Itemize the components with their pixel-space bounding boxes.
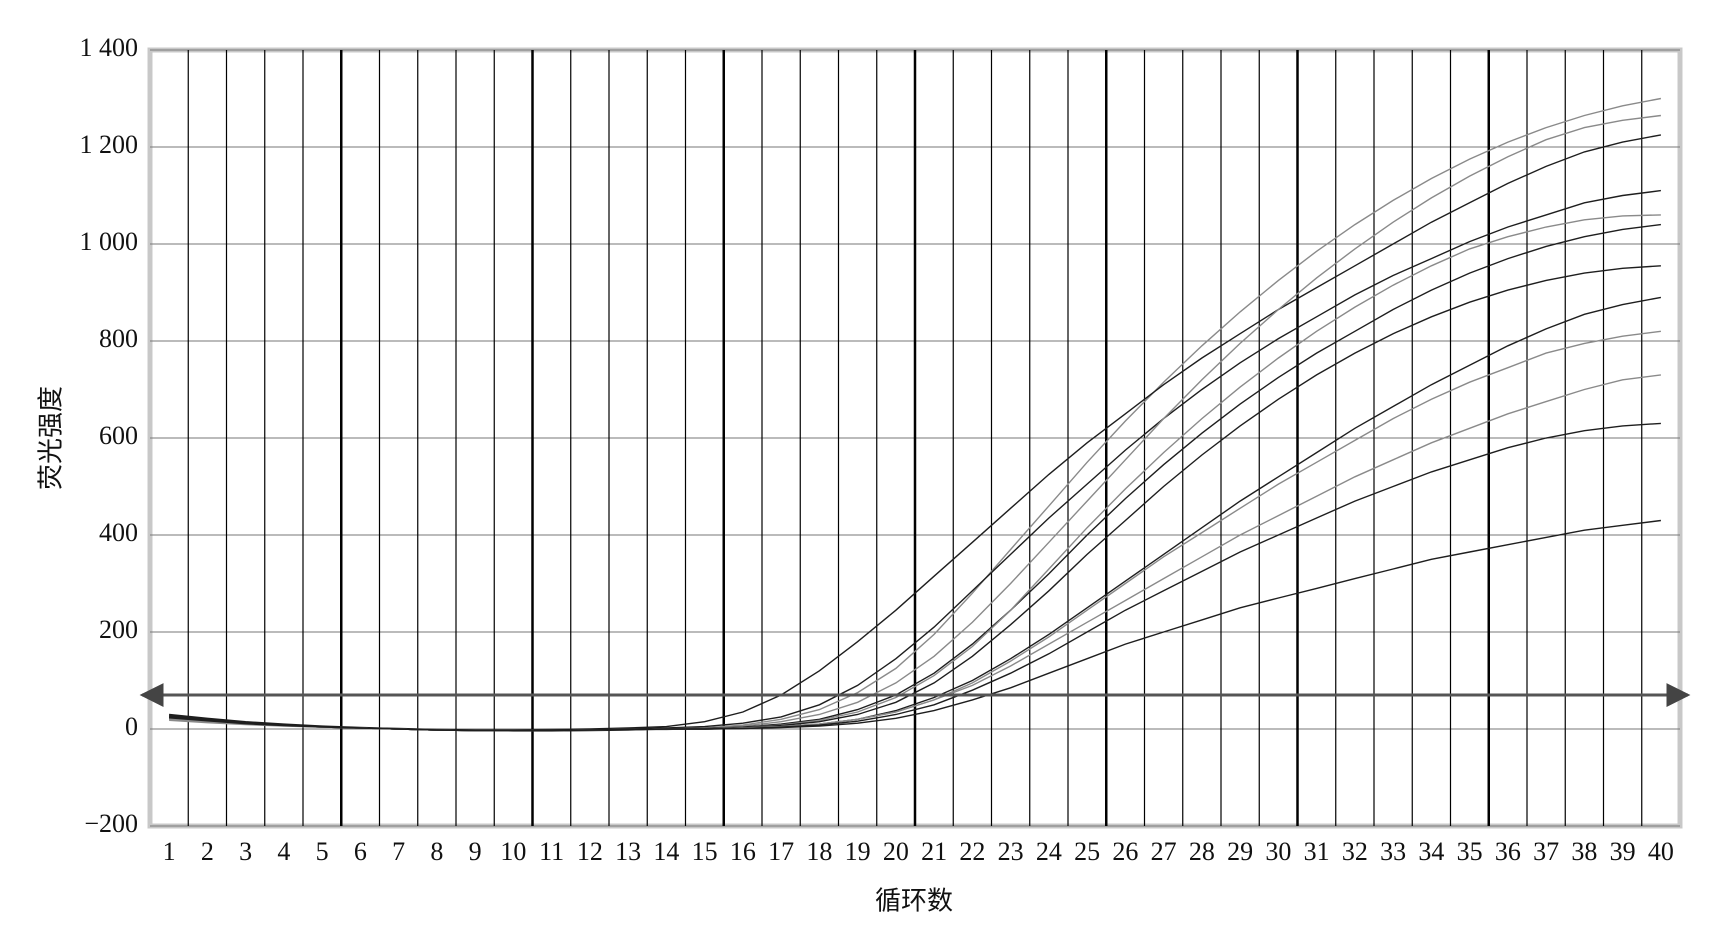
x-tick-label: 10 — [500, 837, 526, 866]
x-tick-label: 4 — [277, 837, 290, 866]
y-axis-label: 荧光强度 — [37, 386, 67, 490]
x-tick-label: 26 — [1112, 837, 1138, 866]
x-tick-label: 28 — [1189, 837, 1215, 866]
y-tick-label: 1 200 — [80, 130, 139, 159]
amplification-curve — [169, 519, 1661, 732]
x-tick-label: 40 — [1648, 837, 1674, 866]
x-tick-label: 29 — [1227, 837, 1253, 866]
x-tick-label: 13 — [615, 837, 641, 866]
x-tick-label: 39 — [1610, 837, 1636, 866]
y-tick-label: 800 — [99, 324, 138, 353]
x-tick-label: 37 — [1533, 837, 1559, 866]
x-tick-label: 24 — [1036, 837, 1062, 866]
x-tick-label: 36 — [1495, 837, 1521, 866]
x-tick-label: 33 — [1380, 837, 1406, 866]
x-tick-label: 34 — [1418, 837, 1444, 866]
x-tick-label: 5 — [316, 837, 329, 866]
x-tick-label: 11 — [539, 837, 564, 866]
x-tick-label: 30 — [1265, 837, 1291, 866]
x-tick-label: 9 — [469, 837, 482, 866]
y-tick-label: −200 — [84, 809, 138, 838]
x-tick-label: 2 — [201, 837, 214, 866]
x-tick-label: 25 — [1074, 837, 1100, 866]
x-tick-label: 38 — [1571, 837, 1597, 866]
x-tick-label: 6 — [354, 837, 367, 866]
y-tick-label: 1 400 — [80, 33, 139, 62]
x-tick-label: 31 — [1304, 837, 1330, 866]
y-tick-label: 200 — [99, 615, 138, 644]
y-tick-label: 0 — [125, 712, 138, 741]
x-tick-label: 7 — [392, 837, 405, 866]
x-tick-label: 18 — [806, 837, 832, 866]
x-tick-label: 32 — [1342, 837, 1368, 866]
x-tick-label: 23 — [998, 837, 1024, 866]
x-tick-label: 27 — [1151, 837, 1177, 866]
x-tick-label: 1 — [163, 837, 176, 866]
y-tick-label: 400 — [99, 518, 138, 547]
x-tick-label: 17 — [768, 837, 794, 866]
y-tick-label: 1 000 — [80, 227, 139, 256]
x-tick-label: 14 — [653, 837, 679, 866]
x-tick-label: 16 — [730, 837, 756, 866]
x-tick-label: 19 — [845, 837, 871, 866]
x-tick-label: 22 — [959, 837, 985, 866]
x-tick-label: 20 — [883, 837, 909, 866]
x-tick-label: 35 — [1457, 837, 1483, 866]
x-tick-label: 8 — [430, 837, 443, 866]
x-tick-label: 21 — [921, 837, 947, 866]
x-tick-label: 15 — [692, 837, 718, 866]
x-tick-label: 3 — [239, 837, 252, 866]
x-axis-label: 循环数 — [875, 887, 953, 917]
x-tick-label: 12 — [577, 837, 603, 866]
y-tick-label: 600 — [99, 421, 138, 450]
